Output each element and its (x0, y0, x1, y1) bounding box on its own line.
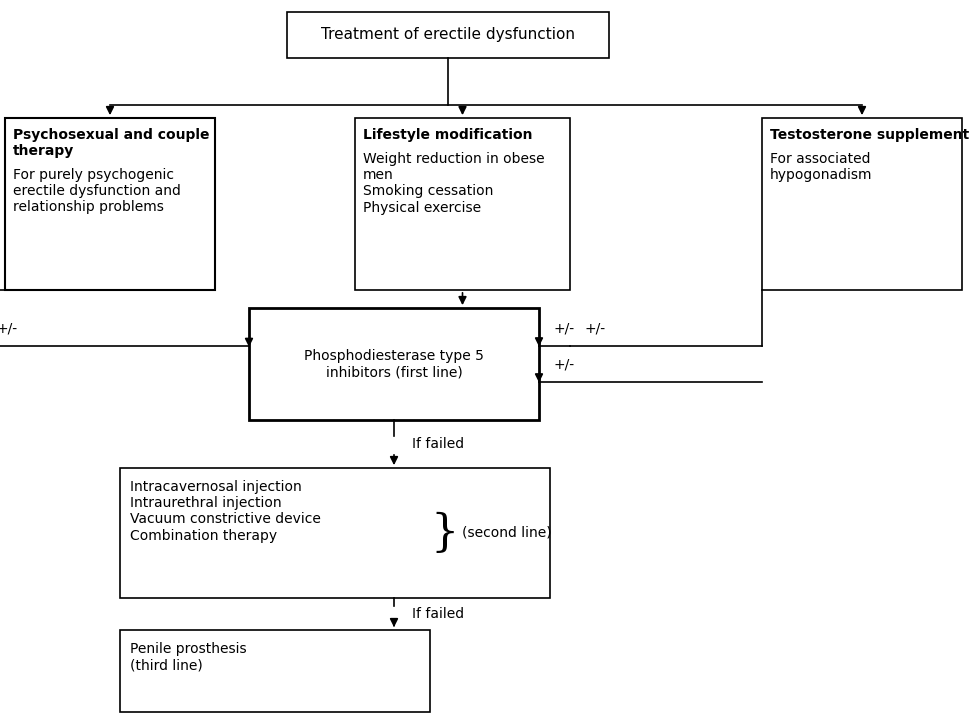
Text: +/-: +/- (553, 321, 575, 335)
Text: If failed: If failed (412, 437, 465, 451)
Text: Penile prosthesis
(third line): Penile prosthesis (third line) (130, 642, 246, 672)
Bar (355, 118, 570, 290)
Text: Treatment of erectile dysfunction: Treatment of erectile dysfunction (321, 27, 575, 43)
Text: Intracavernosal injection
Intraurethral injection
Vacuum constrictive device
Com: Intracavernosal injection Intraurethral … (130, 480, 320, 543)
Text: If failed: If failed (412, 607, 465, 621)
Text: +/-: +/- (0, 321, 18, 335)
Text: For associated
hypogonadism: For associated hypogonadism (770, 152, 873, 182)
Text: Phosphodiesterase type 5
inhibitors (first line): Phosphodiesterase type 5 inhibitors (fir… (304, 349, 484, 379)
Text: Weight reduction in obese
men
Smoking cessation
Physical exercise: Weight reduction in obese men Smoking ce… (363, 152, 544, 214)
Text: Testosterone supplement: Testosterone supplement (770, 128, 969, 142)
Text: Psychosexual and couple
therapy: Psychosexual and couple therapy (13, 128, 209, 158)
Bar (120, 468, 550, 598)
Text: (second line): (second line) (462, 526, 551, 540)
Bar (249, 308, 539, 420)
Bar (120, 630, 430, 712)
Bar (287, 12, 609, 58)
Text: For purely psychogenic
erectile dysfunction and
relationship problems: For purely psychogenic erectile dysfunct… (13, 168, 181, 214)
Text: }: } (430, 511, 459, 554)
Bar (762, 118, 962, 290)
Bar (5, 118, 215, 290)
Text: +/-: +/- (584, 321, 606, 335)
Text: +/-: +/- (553, 357, 575, 371)
Text: Lifestyle modification: Lifestyle modification (363, 128, 533, 142)
